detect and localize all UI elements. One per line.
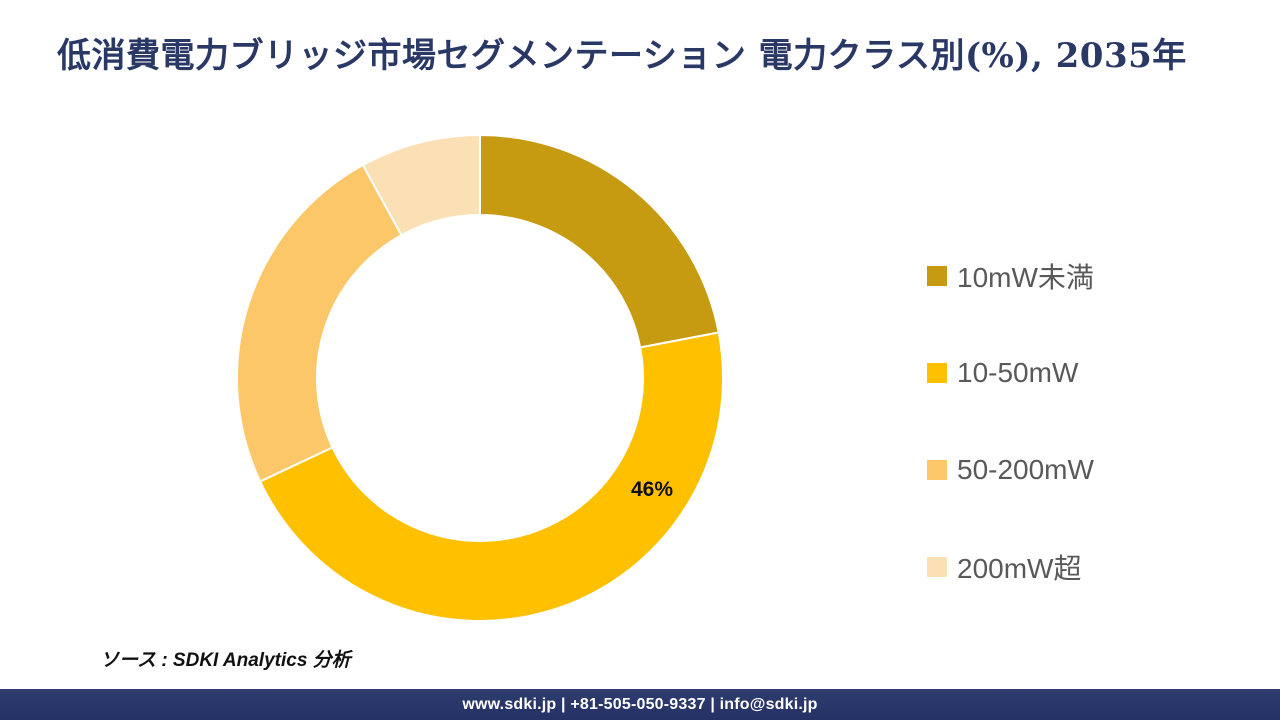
donut-segment-10-50mW <box>259 331 724 622</box>
donut-segment-200mW超 <box>361 134 481 237</box>
legend-swatch-icon <box>927 557 947 577</box>
donut-segment-50-200mW <box>236 164 403 483</box>
data-label-46pct: 46% <box>630 478 674 501</box>
legend-item-50-200mw: 50-200mW <box>927 453 1094 487</box>
legend-item-over-200mw: 200mW超 <box>927 550 1094 584</box>
legend-label: 10mW未満 <box>957 262 1094 293</box>
legend-item-under-10mw: 10mW未満 <box>927 259 1094 293</box>
footer-contact-text: www.sdki.jp | +81-505-050-9337 | info@sd… <box>462 695 818 713</box>
legend-swatch-icon <box>927 460 947 480</box>
chart-legend: 10mW未満 10-50mW 50-200mW 200mW超 <box>927 259 1094 584</box>
donut-segment-10mW未満 <box>479 134 720 349</box>
donut-svg <box>236 134 724 622</box>
legend-label: 50-200mW <box>957 454 1094 485</box>
chart-title: 低消費電力ブリッジ市場セグメンテーション 電力クラス別(%), 2035年 <box>57 36 1187 76</box>
legend-label: 200mW超 <box>957 553 1082 584</box>
legend-swatch-icon <box>927 363 947 383</box>
legend-item-10-50mw: 10-50mW <box>927 356 1094 390</box>
footer-bar: www.sdki.jp | +81-505-050-9337 | info@sd… <box>0 689 1280 720</box>
donut-chart <box>230 128 730 628</box>
source-note: ソース : SDKI Analytics 分析 <box>100 650 351 671</box>
legend-swatch-icon <box>927 266 947 286</box>
legend-label: 10-50mW <box>957 357 1079 388</box>
